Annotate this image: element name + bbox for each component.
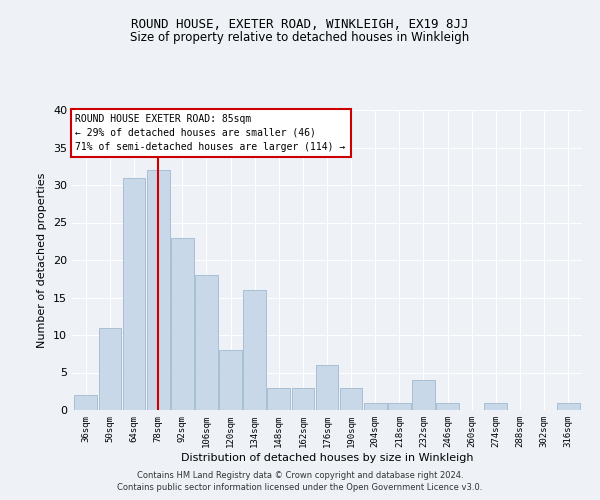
Bar <box>219 350 242 410</box>
Bar <box>557 402 580 410</box>
Bar <box>243 290 266 410</box>
Bar <box>171 238 194 410</box>
Bar <box>340 388 362 410</box>
Text: ROUND HOUSE EXETER ROAD: 85sqm
← 29% of detached houses are smaller (46)
71% of : ROUND HOUSE EXETER ROAD: 85sqm ← 29% of … <box>76 114 346 152</box>
Bar <box>484 402 507 410</box>
Bar <box>388 402 411 410</box>
Y-axis label: Number of detached properties: Number of detached properties <box>37 172 47 348</box>
Bar <box>122 178 145 410</box>
Bar <box>98 328 121 410</box>
Bar <box>412 380 435 410</box>
Bar <box>74 395 97 410</box>
X-axis label: Distribution of detached houses by size in Winkleigh: Distribution of detached houses by size … <box>181 452 473 462</box>
Text: Contains HM Land Registry data © Crown copyright and database right 2024.
Contai: Contains HM Land Registry data © Crown c… <box>118 471 482 492</box>
Text: Size of property relative to detached houses in Winkleigh: Size of property relative to detached ho… <box>130 31 470 44</box>
Text: ROUND HOUSE, EXETER ROAD, WINKLEIGH, EX19 8JJ: ROUND HOUSE, EXETER ROAD, WINKLEIGH, EX1… <box>131 18 469 30</box>
Bar <box>147 170 170 410</box>
Bar <box>195 275 218 410</box>
Bar <box>268 388 290 410</box>
Bar <box>292 388 314 410</box>
Bar <box>316 365 338 410</box>
Bar <box>364 402 386 410</box>
Bar <box>436 402 459 410</box>
